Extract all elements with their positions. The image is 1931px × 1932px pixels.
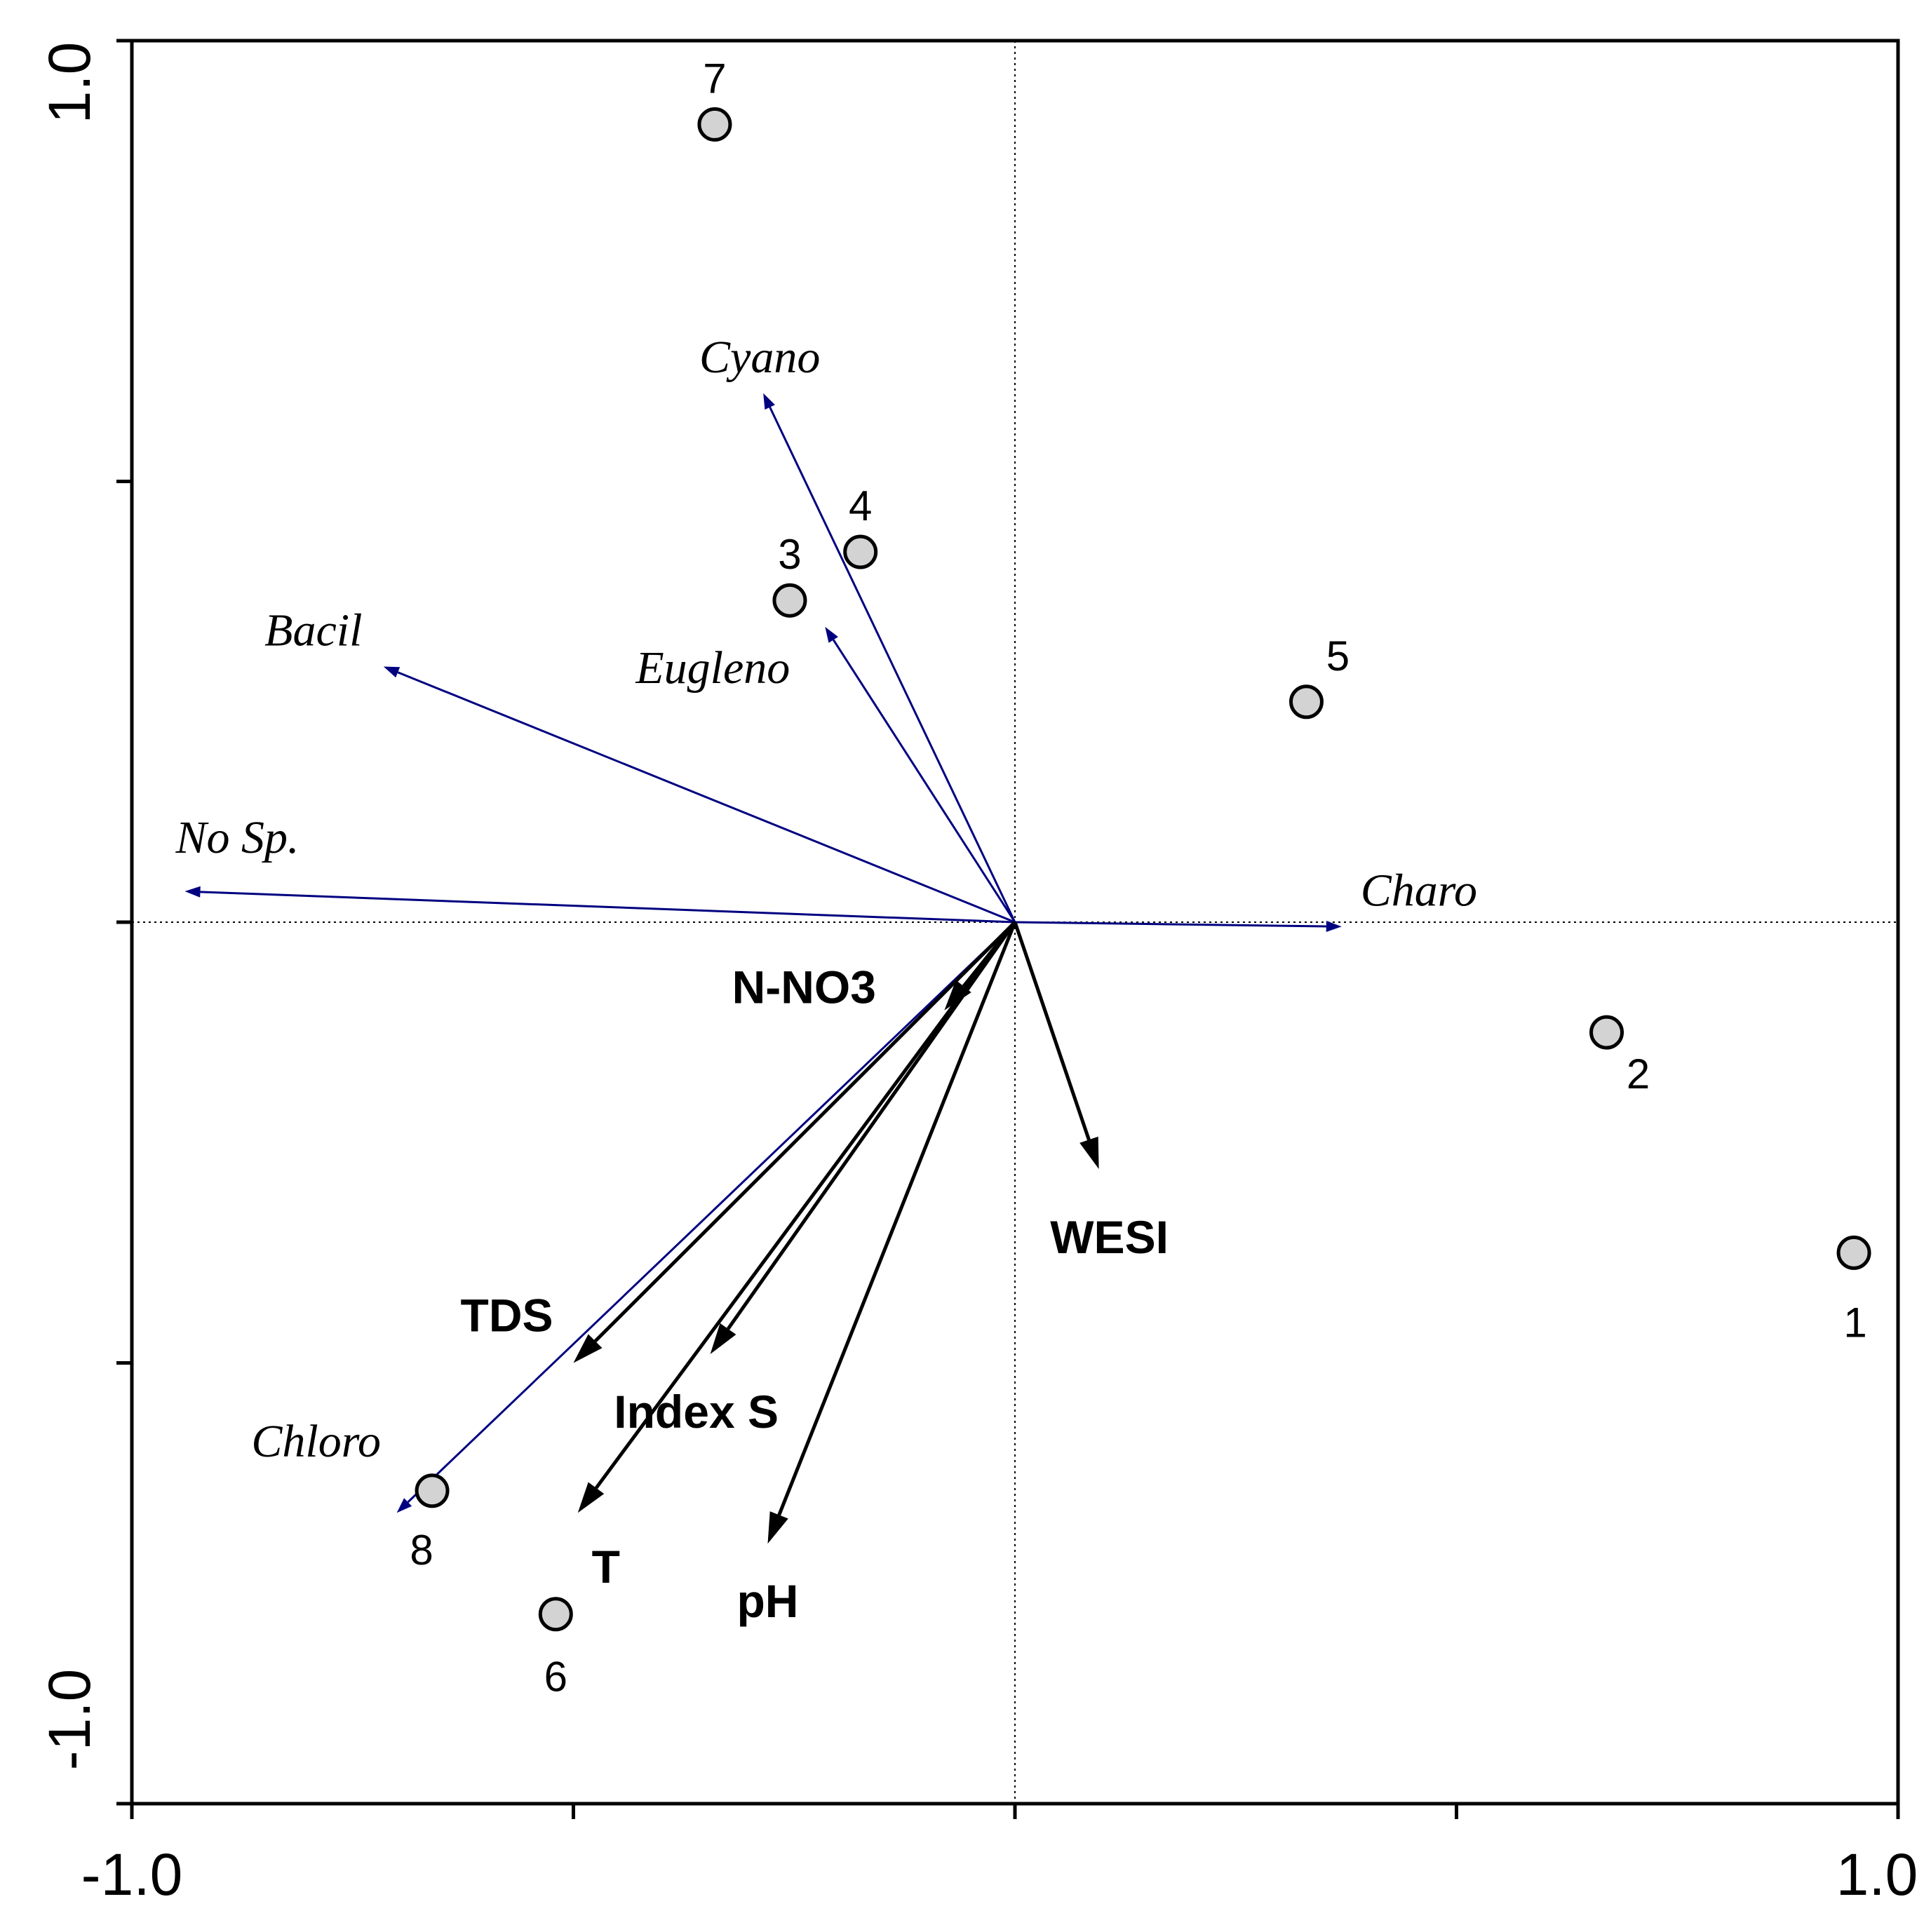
sample-label: 2 [1627,1051,1650,1097]
species-arrow-head [1326,921,1342,932]
x-tick-label: -1.0 [81,1842,183,1907]
env-arrow-line [777,921,1017,1516]
axis-tick-labels: -1.0 1.0 -1.0 1.0 [36,42,1918,1907]
species-arrows: Cyano Bacil Eugleno No Sp. Charo Chloro [175,332,1477,1513]
env-label: pH [736,1575,798,1627]
species-arrow-line [200,891,1016,924]
species-arrow-head [763,393,775,410]
species-arrow: Bacil [264,604,1016,924]
species-arrow-line [407,921,1016,1504]
species-arrow: No Sp. [175,812,1016,924]
sample-point: 2 [1589,1015,1650,1097]
sample-marker [843,534,878,569]
env-label: WESI [1050,1211,1169,1263]
env-arrow-head [767,1511,788,1544]
sample-label: 3 [778,531,801,578]
sample-label: 1 [1843,1299,1866,1346]
species-label: Charo [1361,865,1477,916]
env-label: TDS [461,1290,553,1342]
species-label: Eugleno [635,642,790,694]
y-tick-label: -1.0 [36,1669,102,1771]
env-arrow: TDS [461,921,1016,1363]
sample-point: 5 [1289,633,1350,720]
env-arrow-head [710,1323,736,1354]
sample-point: 7 [697,55,732,142]
species-label: No Sp. [175,812,300,863]
env-arrow-head [1079,1136,1099,1169]
env-arrow: pH [736,921,1017,1627]
env-arrow-line [1013,921,1091,1141]
env-arrow-head [573,1334,603,1363]
y-tick-label: 1.0 [36,42,102,124]
sample-marker [415,1473,450,1508]
sample-label: 4 [849,482,872,529]
species-arrow-head [825,626,838,643]
species-arrow: Charo [1014,865,1477,932]
env-arrow: T [577,921,1017,1593]
sample-marker [538,1597,573,1632]
species-arrow: Cyano [699,332,1016,923]
env-label: N-NO3 [732,961,876,1013]
sample-point: 3 [772,531,807,618]
axis-ticks [116,39,1900,1819]
env-arrow: N-NO3 [732,921,1016,1013]
env-arrow-line [594,921,1017,1489]
species-arrow-line [1014,921,1326,928]
species-label: Bacil [264,604,362,656]
species-arrow-head [383,666,401,678]
env-label: T [592,1541,620,1593]
env-arrow: WESI [1013,921,1169,1263]
sample-label: 6 [544,1654,567,1701]
sample-marker [772,583,807,618]
species-arrow-head [396,1498,412,1513]
species-arrow: Eugleno [635,626,1016,923]
species-arrow: Chloro [251,921,1016,1513]
sample-point: 6 [538,1597,573,1701]
x-tick-label: 1.0 [1836,1842,1918,1907]
species-arrow-line [397,671,1016,924]
sample-label: 7 [703,55,726,102]
sample-marker [697,107,732,142]
sample-points: 1 2 3 4 5 6 7 8 [410,55,1871,1701]
sample-point: 1 [1836,1235,1871,1346]
sample-label: 8 [410,1527,433,1574]
species-arrow-line [832,639,1016,923]
sample-point: 4 [843,482,878,569]
sample-label: 5 [1326,633,1350,680]
species-label: Chloro [251,1416,381,1467]
species-label: Cyano [699,332,820,383]
env-arrow-line [726,921,1017,1330]
sample-marker [1589,1015,1624,1050]
sample-point: 8 [410,1473,450,1574]
species-arrow-line [769,407,1016,923]
env-arrow-head [577,1482,605,1513]
sample-marker [1289,684,1324,720]
env-arrow-line [593,921,1016,1343]
sample-marker [1836,1235,1871,1270]
species-arrow-head [184,886,201,898]
